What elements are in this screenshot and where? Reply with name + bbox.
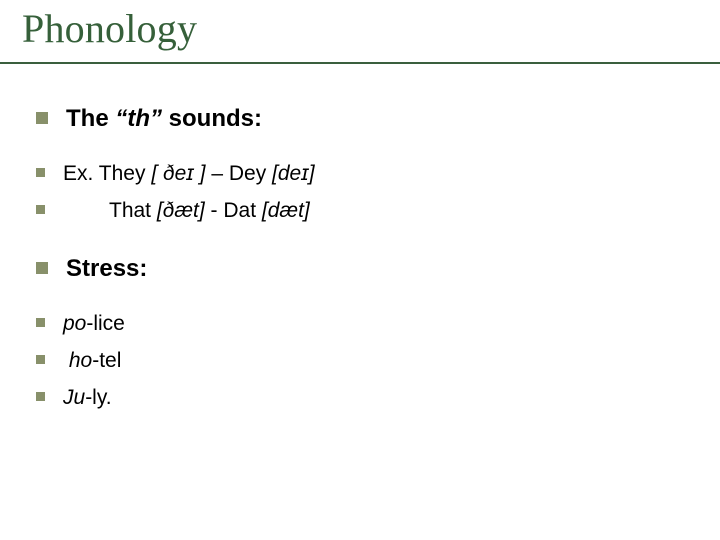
square-bullet-icon	[36, 112, 48, 124]
square-bullet-icon	[36, 392, 45, 401]
list-item-text: Ex. They [ ðeɪ ] – Dey [deɪ]	[63, 161, 315, 188]
list-item-text: That [ðæt] - Dat [dæt]	[109, 198, 310, 225]
list-item-text: Ju-ly.	[63, 385, 112, 412]
list-item: ho-tel	[36, 348, 684, 375]
list-item-text: po-lice	[63, 311, 125, 338]
list-item: po-lice	[36, 311, 684, 338]
slide-body: The “th” sounds: Ex. They [ ðeɪ ] – Dey […	[36, 104, 684, 422]
list-item: Stress:	[36, 254, 684, 285]
list-item-text: The “th” sounds:	[66, 104, 262, 135]
square-bullet-icon	[36, 168, 45, 177]
list-item: The “th” sounds:	[36, 104, 684, 135]
square-bullet-icon	[36, 318, 45, 327]
list-item-text: Stress:	[66, 254, 147, 285]
square-bullet-icon	[36, 262, 48, 274]
slide: Phonology The “th” sounds: Ex. They [ ðeɪ…	[0, 0, 720, 540]
list-item: Ex. They [ ðeɪ ] – Dey [deɪ]	[36, 161, 684, 188]
slide-title: Phonology	[22, 6, 197, 52]
square-bullet-icon	[36, 355, 45, 364]
list-item-text: ho-tel	[63, 348, 121, 375]
list-item: Ju-ly.	[36, 385, 684, 412]
square-bullet-icon	[36, 205, 45, 214]
title-underline	[0, 62, 720, 64]
list-item: That [ðæt] - Dat [dæt]	[36, 198, 684, 225]
